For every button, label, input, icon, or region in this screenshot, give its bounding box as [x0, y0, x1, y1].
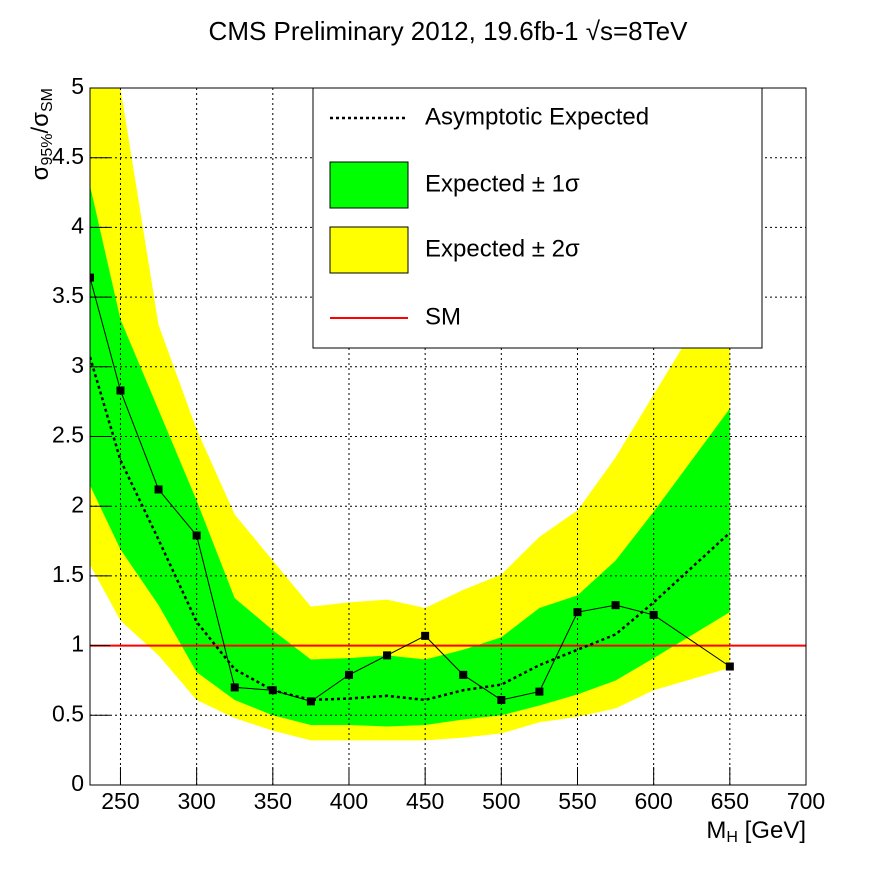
point: [306, 697, 315, 706]
x-label-sub: H: [726, 829, 738, 846]
legend-label: Expected ± 2σ: [425, 235, 580, 262]
x-tick-label: 500: [482, 788, 520, 814]
y-axis-label: σ95%/σSM: [27, 88, 56, 180]
y-tick-label: 4: [71, 212, 84, 238]
y-tick-label: 2: [71, 491, 84, 517]
chart-title: CMS Preliminary 2012, 19.6fb-1 √s=8TeV: [209, 16, 689, 46]
x-tick-label: 550: [558, 788, 596, 814]
point: [611, 601, 620, 610]
y-label-sub: SM: [39, 88, 56, 112]
y-tick-label: 0: [71, 770, 84, 796]
point: [649, 610, 658, 619]
point: [383, 651, 392, 660]
legend-box: [312, 87, 763, 349]
x-tick-label: 700: [787, 788, 825, 814]
point: [344, 670, 353, 679]
legend-swatch: [329, 226, 409, 274]
x-tick-label: 250: [101, 788, 139, 814]
y-tick-label: 1: [71, 631, 84, 657]
point: [116, 386, 125, 395]
legend-label: SM: [425, 303, 461, 330]
x-tick-label: 350: [254, 788, 292, 814]
y-tick-label: 2.5: [52, 422, 84, 448]
point: [573, 608, 582, 617]
y-tick-label: 5: [71, 73, 84, 99]
overlay: 250 300 350 400 450 500 550 600 650 700 0 0.5 1 1.5 2 2…: [52, 73, 825, 814]
point: [421, 631, 430, 640]
y-tick-label: 0.5: [52, 700, 84, 726]
point: [535, 687, 544, 696]
y-tick-label: 3.5: [52, 282, 84, 308]
point: [459, 670, 468, 679]
y-tick-label: 4.5: [52, 143, 84, 169]
point: [90, 273, 94, 282]
x-label-part: M: [706, 817, 726, 844]
x-axis-label: MH [GeV]: [706, 817, 806, 846]
y-label-sub: 95%: [39, 133, 56, 165]
y-label-part: /σ: [27, 112, 54, 134]
x-label-part: [GeV]: [738, 817, 806, 844]
point: [497, 695, 506, 704]
legend-swatch: [329, 161, 409, 209]
point: [725, 662, 734, 671]
point: [154, 485, 163, 494]
x-tick-label: 300: [177, 788, 215, 814]
x-tick-label: 450: [406, 788, 444, 814]
y-tick-label: 1.5: [52, 561, 84, 587]
band: [90, 88, 730, 741]
y-label-part: σ: [27, 165, 54, 180]
legend-label: Expected ± 1σ: [425, 170, 580, 197]
x-tick-label: 600: [634, 788, 672, 814]
x-tick-label: 650: [711, 788, 749, 814]
point: [230, 683, 239, 692]
x-tick-label: 400: [330, 788, 368, 814]
y-tick-label: 3: [71, 352, 84, 378]
line: [90, 356, 731, 702]
point: [192, 531, 201, 540]
legend-label: Asymptotic Expected: [425, 103, 649, 130]
